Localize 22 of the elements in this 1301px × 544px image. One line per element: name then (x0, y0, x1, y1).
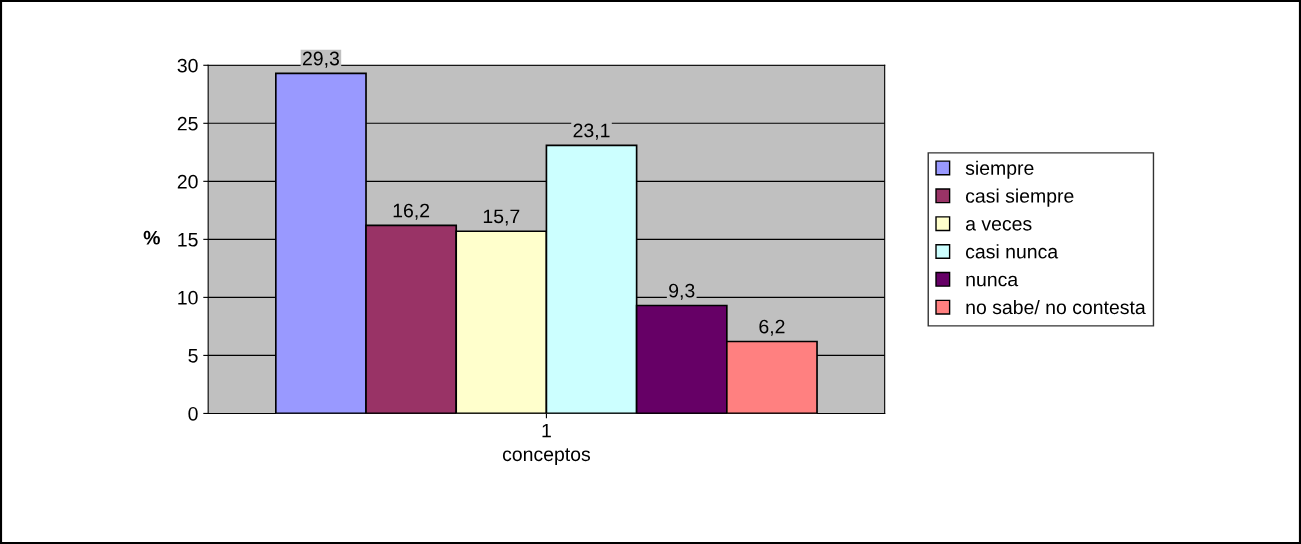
y-tick-label: 0 (188, 406, 198, 421)
data-label: 29,3 (302, 51, 339, 68)
y-tick-label: 15 (178, 233, 198, 247)
legend-label: siempre (965, 160, 1034, 179)
data-label: 9,3 (669, 283, 695, 300)
data-label: 6,2 (759, 319, 785, 336)
y-tick-label: 25 (177, 116, 198, 131)
y-tick-label: 30 (177, 58, 198, 73)
y-axis-title: % (143, 230, 160, 245)
legend-label: casi nunca (966, 244, 1059, 259)
data-label: 15,7 (483, 209, 520, 226)
legend-label: casi siempre (966, 188, 1074, 207)
y-tick-label: 5 (188, 349, 198, 363)
x-axis-title: conceptos (502, 448, 591, 465)
x-tick-label: 1 (542, 423, 551, 438)
legend-label: a veces (966, 220, 1032, 231)
legend-label: nunca (966, 275, 1019, 287)
data-label: 16,2 (393, 203, 430, 220)
y-tick-label: 10 (178, 290, 198, 305)
y-tick-label: 20 (177, 174, 198, 189)
legend-label: no sabe/ no contesta (966, 299, 1146, 315)
data-label: 23,1 (573, 123, 610, 140)
